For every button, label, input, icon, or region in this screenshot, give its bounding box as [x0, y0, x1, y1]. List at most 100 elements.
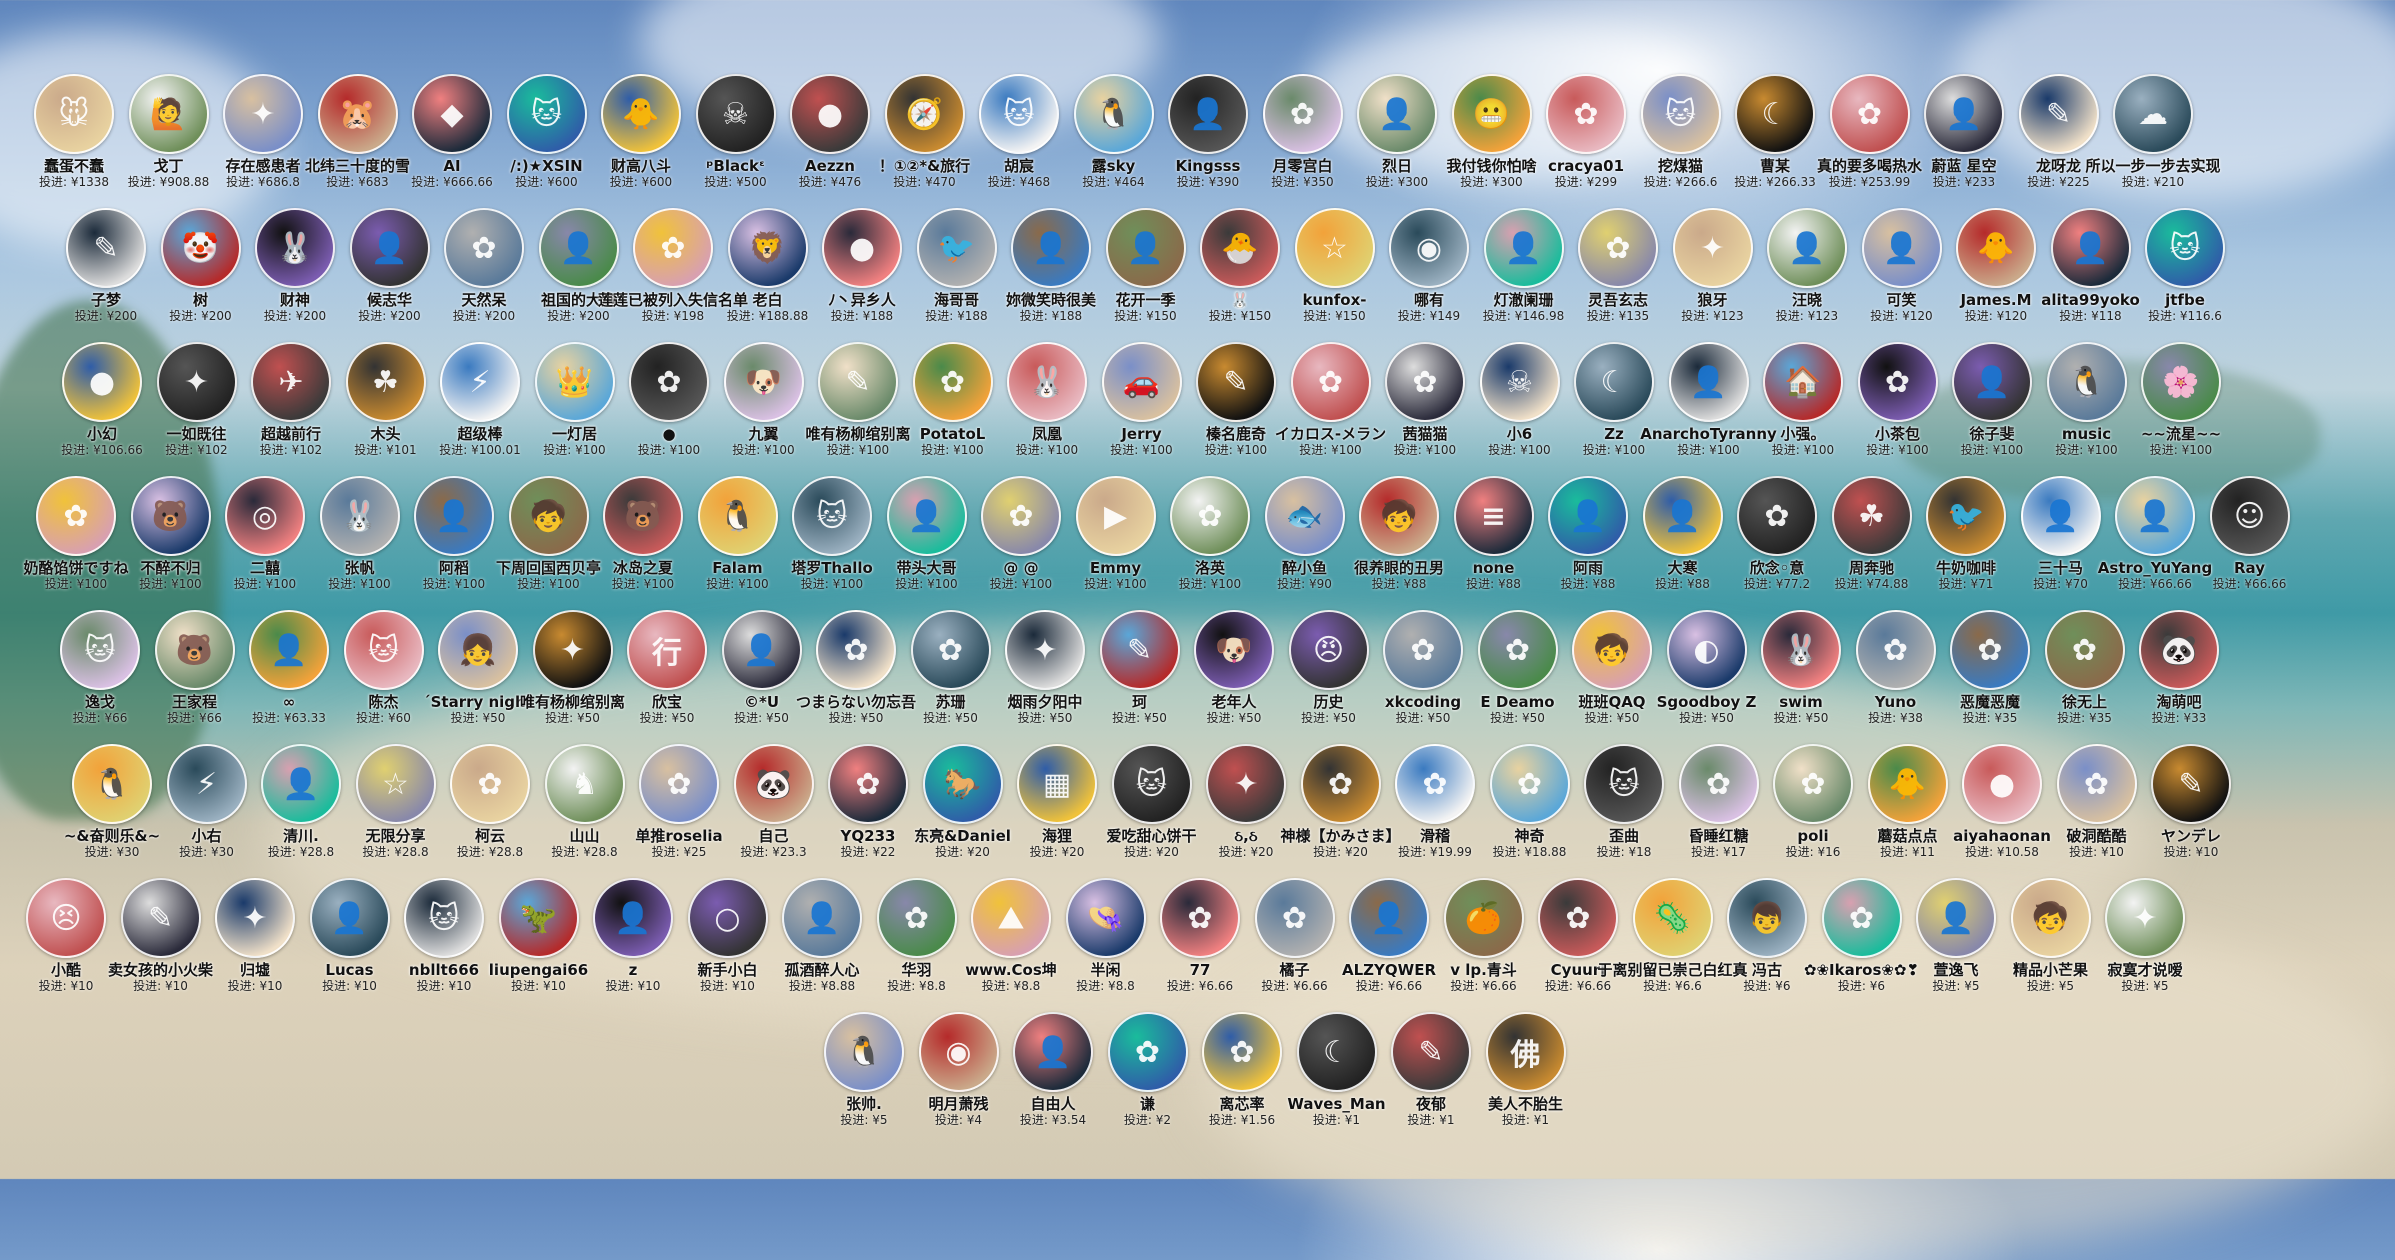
avatar[interactable]: ⚡	[440, 342, 520, 422]
avatar[interactable]: 🐹	[317, 74, 398, 154]
avatar[interactable]: 👤	[538, 208, 619, 288]
avatar[interactable]: 🧒	[1359, 476, 1439, 556]
avatar[interactable]: 👤	[2020, 476, 2101, 556]
avatar[interactable]: ☠	[695, 74, 776, 154]
avatar[interactable]: ✿	[629, 342, 709, 422]
avatar[interactable]: 🦖	[498, 878, 579, 958]
avatar[interactable]: ✿	[828, 744, 908, 824]
avatar[interactable]: ☘	[345, 342, 426, 422]
avatar[interactable]: 🐥	[1867, 744, 1948, 824]
avatar[interactable]: ✎	[818, 342, 898, 422]
avatar[interactable]: ✿	[1950, 610, 2030, 690]
avatar[interactable]: ✿	[1107, 1012, 1188, 1092]
avatar[interactable]: 🚗	[1101, 342, 1182, 422]
avatar[interactable]: 👤	[1548, 476, 1628, 556]
avatar[interactable]: 🦁	[727, 208, 808, 288]
avatar[interactable]: ✿	[633, 208, 713, 288]
avatar[interactable]: ☘	[1831, 476, 1912, 556]
avatar[interactable]: 👤	[1357, 74, 1437, 154]
avatar[interactable]: 👤	[2050, 208, 2131, 288]
avatar[interactable]: ✦	[2105, 878, 2185, 958]
avatar[interactable]: ◉	[918, 1012, 999, 1092]
avatar[interactable]: 🧒	[2010, 878, 2091, 958]
avatar[interactable]: 🐼	[733, 744, 814, 824]
avatar[interactable]: 👤	[2115, 476, 2195, 556]
avatar[interactable]: 🤡	[160, 208, 241, 288]
avatar[interactable]: ✿	[1385, 342, 1465, 422]
avatar[interactable]: 👤	[1924, 74, 2004, 154]
avatar[interactable]: 👤	[1011, 208, 1091, 288]
avatar[interactable]: 🐥	[1956, 208, 2036, 288]
avatar[interactable]: 👤	[1105, 208, 1186, 288]
avatar[interactable]: ♞	[544, 744, 625, 824]
avatar[interactable]: ✿	[1773, 744, 1853, 824]
avatar[interactable]: 👤	[721, 610, 802, 690]
avatar[interactable]: ●	[822, 208, 902, 288]
avatar[interactable]: ☾	[1296, 1012, 1377, 1092]
avatar[interactable]: 👤	[1767, 208, 1847, 288]
avatar[interactable]: 🐧	[1073, 74, 1154, 154]
avatar[interactable]: ✦	[215, 878, 295, 958]
avatar[interactable]: ✎	[1099, 610, 1180, 690]
avatar[interactable]: 🐻	[603, 476, 683, 556]
avatar[interactable]: 👤	[249, 610, 329, 690]
avatar[interactable]: ✿	[1737, 476, 1817, 556]
avatar[interactable]: ✿	[876, 878, 957, 958]
avatar[interactable]: ☾	[1574, 342, 1654, 422]
avatar[interactable]: 👤	[349, 208, 430, 288]
avatar[interactable]: 🐱	[2145, 208, 2225, 288]
avatar[interactable]: 🏠	[1763, 342, 1843, 422]
avatar[interactable]: ✿	[912, 342, 993, 422]
avatar[interactable]: 👤	[1916, 878, 1996, 958]
avatar[interactable]: ✦	[1206, 744, 1286, 824]
avatar[interactable]: 👤	[261, 744, 341, 824]
avatar[interactable]: 🐱	[1640, 74, 1721, 154]
avatar[interactable]: ✿	[816, 610, 896, 690]
avatar[interactable]: ✎	[120, 878, 201, 958]
avatar[interactable]: ✦	[223, 74, 303, 154]
avatar[interactable]: ✿	[2056, 744, 2137, 824]
avatar[interactable]: ☆	[355, 744, 436, 824]
avatar[interactable]: ◉	[1389, 208, 1469, 288]
avatar[interactable]: 🐧	[824, 1012, 904, 1092]
avatar[interactable]: 🐱	[979, 74, 1059, 154]
avatar[interactable]: ✿	[1678, 744, 1759, 824]
avatar[interactable]: ✿	[1855, 610, 1936, 690]
avatar[interactable]: 🦠	[1632, 878, 1713, 958]
avatar[interactable]: ✿	[1170, 476, 1250, 556]
avatar[interactable]: ⚡	[166, 744, 247, 824]
avatar[interactable]: ✿	[1546, 74, 1626, 154]
avatar[interactable]: ✿	[1160, 878, 1240, 958]
avatar[interactable]: 👒	[1065, 878, 1146, 958]
avatar[interactable]: 🐧	[697, 476, 778, 556]
avatar[interactable]: ✿	[1821, 878, 1902, 958]
avatar[interactable]: 👤	[309, 878, 390, 958]
avatar[interactable]: 🐰	[1007, 342, 1087, 422]
avatar[interactable]: 🐦	[916, 208, 997, 288]
avatar[interactable]: 🐦	[1926, 476, 2006, 556]
avatar[interactable]: ✿	[1477, 610, 1558, 690]
avatar[interactable]: ✈	[251, 342, 331, 422]
avatar[interactable]: ✎	[1391, 1012, 1471, 1092]
avatar[interactable]: ✿	[1829, 74, 1910, 154]
avatar[interactable]: 🐱	[792, 476, 872, 556]
avatar[interactable]: 👤	[1952, 342, 2032, 422]
avatar[interactable]: 👤	[1642, 476, 1723, 556]
avatar[interactable]: 佛	[1485, 1012, 1566, 1092]
avatar[interactable]: 🐰	[255, 208, 335, 288]
avatar[interactable]: ☺	[2209, 476, 2290, 556]
avatar[interactable]: 🐱	[506, 74, 587, 154]
avatar[interactable]: 🐟	[1264, 476, 1345, 556]
avatar[interactable]: ✿	[1290, 342, 1371, 422]
avatar[interactable]: 🧭	[884, 74, 965, 154]
avatar[interactable]: 🐱	[1111, 744, 1192, 824]
avatar[interactable]: 🍊	[1443, 878, 1524, 958]
avatar[interactable]: ✦	[156, 342, 237, 422]
avatar[interactable]: 😣	[26, 878, 106, 958]
avatar[interactable]: 🐰	[319, 476, 400, 556]
avatar[interactable]: 🐰	[1761, 610, 1841, 690]
avatar[interactable]: ✿	[981, 476, 1061, 556]
avatar[interactable]: ▶	[1075, 476, 1156, 556]
avatar[interactable]: 👤	[1483, 208, 1564, 288]
avatar[interactable]: 🐶	[1194, 610, 1274, 690]
